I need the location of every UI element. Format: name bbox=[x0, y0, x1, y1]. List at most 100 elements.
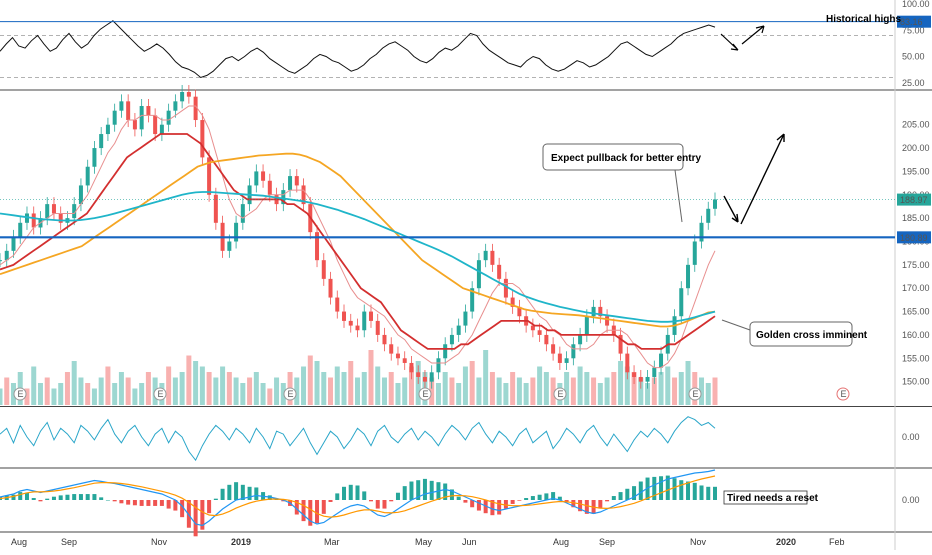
candle-body bbox=[618, 334, 623, 354]
macd-histogram-bar bbox=[180, 500, 185, 518]
annotation-historical-highs: Historical highs bbox=[826, 14, 901, 25]
volume-bar bbox=[631, 372, 637, 405]
x-tick-label: Mar bbox=[324, 537, 340, 547]
volume-bar bbox=[402, 377, 408, 405]
volume-bar bbox=[530, 377, 536, 405]
x-tick-label: Sep bbox=[61, 537, 77, 547]
macd-histogram-bar bbox=[105, 500, 110, 501]
volume-bar bbox=[51, 388, 57, 405]
macd-histogram-bar bbox=[200, 500, 205, 530]
macd-histogram-bar bbox=[578, 500, 583, 512]
volume-bar bbox=[341, 372, 347, 405]
current-price-label: 188.97 bbox=[900, 195, 928, 205]
macd-histogram-bar bbox=[429, 480, 434, 500]
volume-bar bbox=[462, 366, 468, 405]
volume-bar bbox=[705, 383, 711, 405]
volume-bar bbox=[584, 372, 590, 405]
annotation-expect-pullback: Expect pullback for better entry bbox=[551, 153, 701, 164]
candle-body bbox=[261, 171, 266, 181]
macd-histogram-bar bbox=[227, 484, 232, 500]
x-tick-label: 2020 bbox=[776, 537, 796, 547]
candle-body bbox=[132, 120, 137, 130]
volume-bar bbox=[240, 383, 246, 405]
volume-bar bbox=[442, 372, 448, 405]
candle-body bbox=[213, 194, 218, 223]
candle-body bbox=[51, 204, 56, 214]
volume-bar bbox=[139, 383, 145, 405]
macd-histogram-bar bbox=[503, 500, 508, 509]
macd-histogram-bar bbox=[510, 500, 515, 504]
volume-bar bbox=[395, 383, 401, 405]
candle-body bbox=[105, 124, 110, 135]
candle-body bbox=[409, 362, 414, 373]
candle-body bbox=[551, 344, 556, 354]
macd-histogram-bar bbox=[402, 486, 407, 500]
x-tick-label: Jun bbox=[462, 537, 477, 547]
rsi-tick-label: 50.00 bbox=[902, 52, 925, 62]
signal-line bbox=[0, 475, 716, 518]
price-tick-label: 195.00 bbox=[902, 166, 930, 176]
volume-bar bbox=[496, 377, 502, 405]
candle-body bbox=[72, 204, 77, 219]
candle-body bbox=[31, 213, 36, 228]
candle-body bbox=[24, 213, 29, 223]
price-tick-label: 175.00 bbox=[902, 260, 930, 270]
macd-histogram-bar bbox=[476, 500, 481, 511]
candle-body bbox=[328, 278, 333, 298]
volume-bar bbox=[321, 372, 327, 405]
candle-body bbox=[301, 185, 306, 205]
macd-histogram-bar bbox=[524, 498, 529, 500]
candle-body bbox=[422, 376, 427, 382]
candle-body bbox=[517, 306, 522, 317]
macd-histogram-bar bbox=[699, 485, 704, 500]
macd-histogram-bar bbox=[584, 500, 589, 514]
volume-bar bbox=[503, 383, 509, 405]
volume-bar bbox=[570, 377, 576, 405]
volume-bar bbox=[78, 377, 84, 405]
macd-histogram-bar bbox=[119, 500, 124, 504]
candle-body bbox=[591, 306, 596, 317]
volume-bar bbox=[368, 350, 374, 405]
volume-bar bbox=[456, 383, 462, 405]
candle-body bbox=[186, 92, 191, 97]
earnings-marker bbox=[418, 387, 432, 401]
volume-bar bbox=[611, 372, 617, 405]
macd-histogram-bar bbox=[456, 496, 461, 500]
macd-histogram-bar bbox=[679, 480, 684, 500]
macd-histogram-bar bbox=[267, 495, 272, 500]
volume-bar bbox=[37, 383, 43, 405]
macd-histogram-bar bbox=[395, 492, 400, 500]
macd-histogram-bar bbox=[220, 488, 225, 500]
candle-body bbox=[18, 222, 23, 237]
macd-histogram-bar bbox=[659, 476, 664, 500]
candle-body bbox=[537, 330, 542, 335]
candle-body bbox=[476, 260, 481, 289]
callout-box bbox=[542, 143, 684, 171]
candle-body bbox=[126, 101, 131, 121]
x-tick-label: Aug bbox=[11, 537, 27, 547]
volume-bar bbox=[314, 361, 320, 405]
annotation-tired-reset: Tired needs a reset bbox=[727, 493, 819, 504]
volume-bar bbox=[348, 361, 354, 405]
candle-body bbox=[470, 288, 475, 312]
macd-histogram-bar bbox=[31, 498, 36, 500]
macd-histogram-bar bbox=[294, 500, 299, 515]
volume-bar bbox=[375, 366, 381, 405]
macd-histogram-bar bbox=[213, 498, 218, 500]
macd-line bbox=[0, 469, 716, 527]
candle-body bbox=[342, 311, 347, 321]
volume-bar bbox=[604, 377, 610, 405]
macd-histogram-bar bbox=[389, 500, 394, 502]
macd-histogram-bar bbox=[186, 500, 191, 528]
volume-bar bbox=[85, 383, 91, 405]
candle-body bbox=[0, 260, 2, 262]
candle-body bbox=[45, 204, 50, 219]
candle-body bbox=[375, 320, 380, 335]
support-label: 180.89 bbox=[900, 233, 928, 243]
candle-body bbox=[584, 316, 589, 335]
earnings-marker-label: E bbox=[288, 389, 294, 399]
candle-body bbox=[78, 185, 83, 205]
arrow-down bbox=[720, 33, 739, 51]
volume-bar bbox=[105, 366, 111, 405]
macd-histogram-bar bbox=[281, 500, 286, 502]
